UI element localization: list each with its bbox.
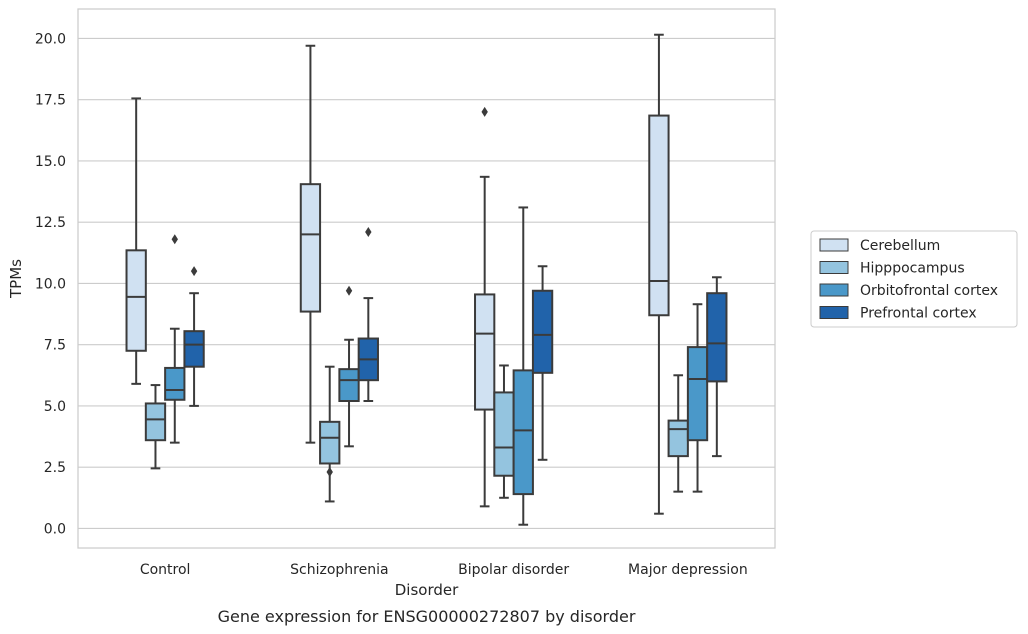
x-tick-label: Control <box>140 562 191 578</box>
box <box>164 366 186 401</box>
outlier-point <box>365 226 372 237</box>
legend: Cerebellum Hipppocampus Orbitofrontal cort… <box>810 230 1018 328</box>
outlier-point <box>171 234 178 245</box>
y-tick-label: 17.5 <box>35 93 66 109</box>
box <box>474 293 496 411</box>
box <box>125 249 147 352</box>
x-tick-label: Schizophrenia <box>290 562 388 578</box>
x-axis-label: Disorder <box>395 581 459 599</box>
box <box>493 391 515 477</box>
y-tick-label: 20.0 <box>35 31 66 47</box>
box <box>648 114 670 317</box>
y-tick-label: 2.5 <box>44 460 66 476</box>
legend-label: Cerebellum <box>860 238 940 254</box>
box <box>299 183 322 313</box>
outlier-point <box>481 106 488 117</box>
y-tick-label: 15.0 <box>35 154 66 170</box>
outlier-point <box>326 467 333 478</box>
x-tick-label: Major depression <box>628 562 748 578</box>
y-tick-labels: 0.0 2.5 5.0 7.5 10.0 12.5 15.0 17.5 20.0 <box>35 31 66 537</box>
box <box>531 289 554 374</box>
legend-label: Orbitofrontal cortex <box>860 283 998 299</box>
box <box>686 346 709 442</box>
legend-label: Hipppocampus <box>860 261 965 277</box>
box <box>144 402 167 442</box>
box <box>183 330 205 368</box>
legend-swatch <box>819 238 849 252</box>
y-axis-label: TPMs <box>7 259 25 299</box>
box <box>338 368 360 402</box>
y-tick-label: 5.0 <box>44 399 66 415</box>
legend-label: Prefrontal cortex <box>860 306 977 322</box>
box-group <box>125 97 205 470</box>
x-tick-label: Bipolar disorder <box>458 562 569 578</box>
legend-swatch <box>819 306 849 319</box>
box <box>667 419 689 458</box>
box-group <box>299 44 379 503</box>
box <box>319 420 341 465</box>
y-tick-label: 7.5 <box>44 338 66 354</box>
legend-frame <box>810 230 1018 328</box>
plot-area <box>125 33 728 526</box>
plot-frame <box>77 8 776 549</box>
legend-swatch <box>819 283 849 297</box>
outlier-point <box>190 266 198 277</box>
box-group <box>474 106 554 526</box>
y-tick-label: 0.0 <box>44 521 66 537</box>
box-group <box>648 33 728 515</box>
x-tick-labels: Control Schizophrenia Bipolar disorder Majo… <box>140 562 748 578</box>
chart-caption: Gene expression for ENSG00000272807 by d… <box>218 607 636 626</box>
box <box>706 292 728 383</box>
y-tick-label: 10.0 <box>35 276 66 292</box>
outlier-point <box>345 285 353 296</box>
y-tick-label: 12.5 <box>35 215 66 231</box>
legend-swatch <box>819 261 849 274</box>
box <box>512 369 534 496</box>
